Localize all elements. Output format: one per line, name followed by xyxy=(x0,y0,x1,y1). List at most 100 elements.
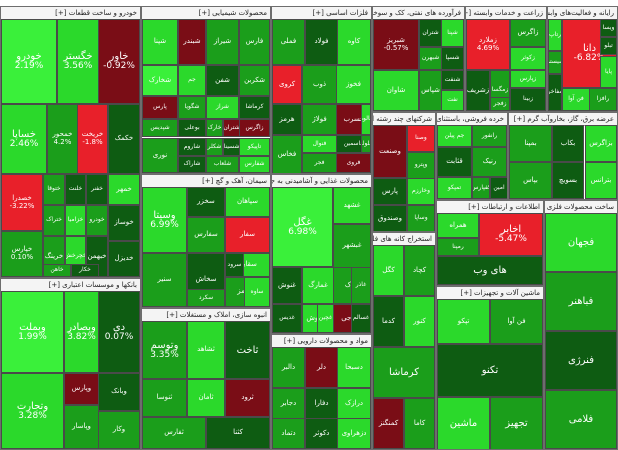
stock-tile[interactable]: وسیتا 6.99% xyxy=(142,187,187,253)
stock-tile[interactable]: خمحور 4.2% xyxy=(47,104,78,174)
stock-tile[interactable]: ماشین xyxy=(437,397,490,449)
stock-tile[interactable]: غدیس xyxy=(272,304,302,333)
stock-tile[interactable]: فن آوا xyxy=(490,299,543,344)
stock-tile[interactable]: خوساز xyxy=(108,205,140,241)
stock-tile[interactable]: وصنا xyxy=(407,125,435,152)
stock-tile[interactable]: بوعلی xyxy=(178,119,206,137)
stock-tile[interactable]: فن آوا xyxy=(562,88,590,111)
stock-tile[interactable]: هرمز xyxy=(272,104,302,135)
stock-tile[interactable]: وپترو xyxy=(407,152,435,179)
stock-tile[interactable]: شفن xyxy=(206,65,239,96)
stock-tile[interactable]: دالبر xyxy=(272,347,305,388)
stock-tile[interactable]: کچاد xyxy=(404,245,435,296)
stock-tile[interactable]: نفت xyxy=(441,90,464,111)
stock-tile[interactable]: بزاگرس xyxy=(585,125,617,162)
stock-tile[interactable]: خمهر xyxy=(108,174,140,205)
stock-tile[interactable]: تبلو xyxy=(600,37,617,55)
stock-tile[interactable]: سیستم xyxy=(548,51,562,74)
stock-tile[interactable]: سکرد xyxy=(187,289,225,307)
stock-tile[interactable]: فولاد xyxy=(305,19,338,65)
stock-tile[interactable]: غچین xyxy=(317,304,334,333)
stock-tile[interactable]: قثابت xyxy=(437,147,472,177)
stock-tile[interactable]: وبصادر 3.82% xyxy=(64,291,99,373)
stock-tile[interactable]: خودرو xyxy=(86,205,108,236)
stock-tile[interactable]: غگل 6.98% xyxy=(272,187,333,267)
stock-tile[interactable]: رافزا xyxy=(589,88,617,111)
stock-tile[interactable]: رنیک xyxy=(472,147,507,177)
stock-tile[interactable]: فباهنر xyxy=(545,272,617,331)
stock-tile[interactable]: همراه xyxy=(437,213,479,238)
stock-tile[interactable]: کرماشا xyxy=(239,96,270,119)
stock-tile[interactable]: وپارس xyxy=(64,373,99,405)
stock-tile[interactable]: سرود xyxy=(225,253,244,277)
stock-tile[interactable]: کروی xyxy=(272,65,302,104)
stock-tile[interactable]: سفار xyxy=(225,217,270,253)
stock-tile[interactable]: فالوم xyxy=(361,104,371,135)
stock-tile[interactable]: خگستر 3.56% xyxy=(57,19,99,104)
stock-tile[interactable]: خپارس 0.10% xyxy=(1,231,43,277)
stock-tile[interactable]: ثرود xyxy=(225,379,270,417)
stock-tile[interactable]: جم پیلن xyxy=(437,125,472,147)
stock-tile[interactable]: پایا xyxy=(600,56,617,88)
stock-tile[interactable]: بمپنا xyxy=(509,125,552,162)
stock-tile[interactable]: دی 0.07% xyxy=(98,291,140,373)
stock-tile[interactable]: ویسا xyxy=(600,19,617,37)
stock-tile[interactable]: وپاسار xyxy=(64,405,99,449)
stock-tile[interactable]: شلعاب xyxy=(206,156,239,173)
stock-tile[interactable]: ثنوسا xyxy=(142,379,187,417)
stock-tile[interactable]: زپارس xyxy=(510,70,546,88)
stock-tile[interactable]: فملی xyxy=(272,19,305,65)
stock-tile[interactable]: مفاخر xyxy=(548,74,562,111)
stock-tile[interactable]: زشریف xyxy=(466,70,490,111)
stock-tile[interactable]: خصدرا -3.22% xyxy=(1,174,43,231)
stock-tile[interactable]: فجر xyxy=(302,153,337,173)
stock-tile[interactable]: فلوله xyxy=(361,135,371,153)
stock-tile[interactable]: وکار xyxy=(98,411,140,449)
stock-tile[interactable]: خساپا 2.46% xyxy=(1,104,47,174)
stock-tile[interactable]: فجهان xyxy=(545,213,617,272)
stock-tile[interactable]: بترانس xyxy=(585,162,617,199)
stock-tile[interactable]: دفارا xyxy=(305,388,338,419)
stock-tile[interactable]: خلنت xyxy=(65,174,86,205)
stock-tile[interactable]: دسبحا xyxy=(337,347,371,388)
stock-tile[interactable]: شپدیس xyxy=(142,119,178,137)
stock-tile[interactable]: شسپا xyxy=(441,47,464,70)
stock-tile[interactable]: اخابر -5.47% xyxy=(479,213,543,256)
stock-tile[interactable]: سخزر xyxy=(187,187,225,217)
stock-tile[interactable]: ذوب xyxy=(302,65,337,104)
stock-tile[interactable]: زاگرس xyxy=(510,19,546,47)
stock-tile[interactable]: سفارس xyxy=(187,217,225,253)
stock-tile[interactable]: شتران xyxy=(419,19,442,47)
stock-tile[interactable]: شتران xyxy=(223,119,240,137)
stock-tile[interactable]: شکربن xyxy=(239,65,270,96)
stock-tile[interactable]: ثفارس xyxy=(142,417,206,449)
stock-tile[interactable]: جم xyxy=(178,65,206,96)
stock-tile[interactable]: کثنا xyxy=(206,417,270,449)
stock-tile[interactable]: خارک xyxy=(206,119,223,137)
stock-tile[interactable]: خدیزل xyxy=(108,241,140,277)
stock-tile[interactable]: غسالم xyxy=(351,304,371,333)
stock-tile[interactable]: وتوسم 3.35% xyxy=(142,321,187,379)
stock-tile[interactable]: ثاخت xyxy=(225,321,270,379)
stock-tile[interactable]: شفارس xyxy=(239,156,270,173)
stock-tile[interactable]: وبانک xyxy=(98,373,140,411)
stock-tile[interactable]: دجابر xyxy=(272,388,305,419)
stock-tile[interactable]: غنوش xyxy=(272,267,302,304)
stock-tile[interactable]: نوری xyxy=(142,138,178,173)
stock-tile[interactable]: بپاس xyxy=(509,162,552,199)
stock-tile[interactable]: تمپکو xyxy=(437,177,472,199)
stock-tile[interactable]: فولاژ xyxy=(302,104,337,135)
stock-tile[interactable]: غبشهر xyxy=(333,224,371,268)
stock-tile[interactable]: شیراز xyxy=(206,19,239,65)
stock-tile[interactable]: خکار xyxy=(71,264,99,277)
stock-tile[interactable]: شسینا xyxy=(223,138,240,156)
stock-tile[interactable]: خاهن xyxy=(43,264,71,277)
stock-tile[interactable]: بکاب xyxy=(552,125,584,162)
stock-tile[interactable]: وصنعت xyxy=(373,125,407,178)
stock-tile[interactable]: فخاس xyxy=(272,135,302,173)
stock-tile[interactable]: شاراک xyxy=(178,156,206,173)
stock-tile[interactable]: ختراک xyxy=(43,205,65,236)
stock-tile[interactable]: وصندوق xyxy=(373,205,407,231)
stock-tile[interactable]: وخارزم xyxy=(407,178,435,205)
stock-tile[interactable]: سنیر xyxy=(142,253,187,307)
